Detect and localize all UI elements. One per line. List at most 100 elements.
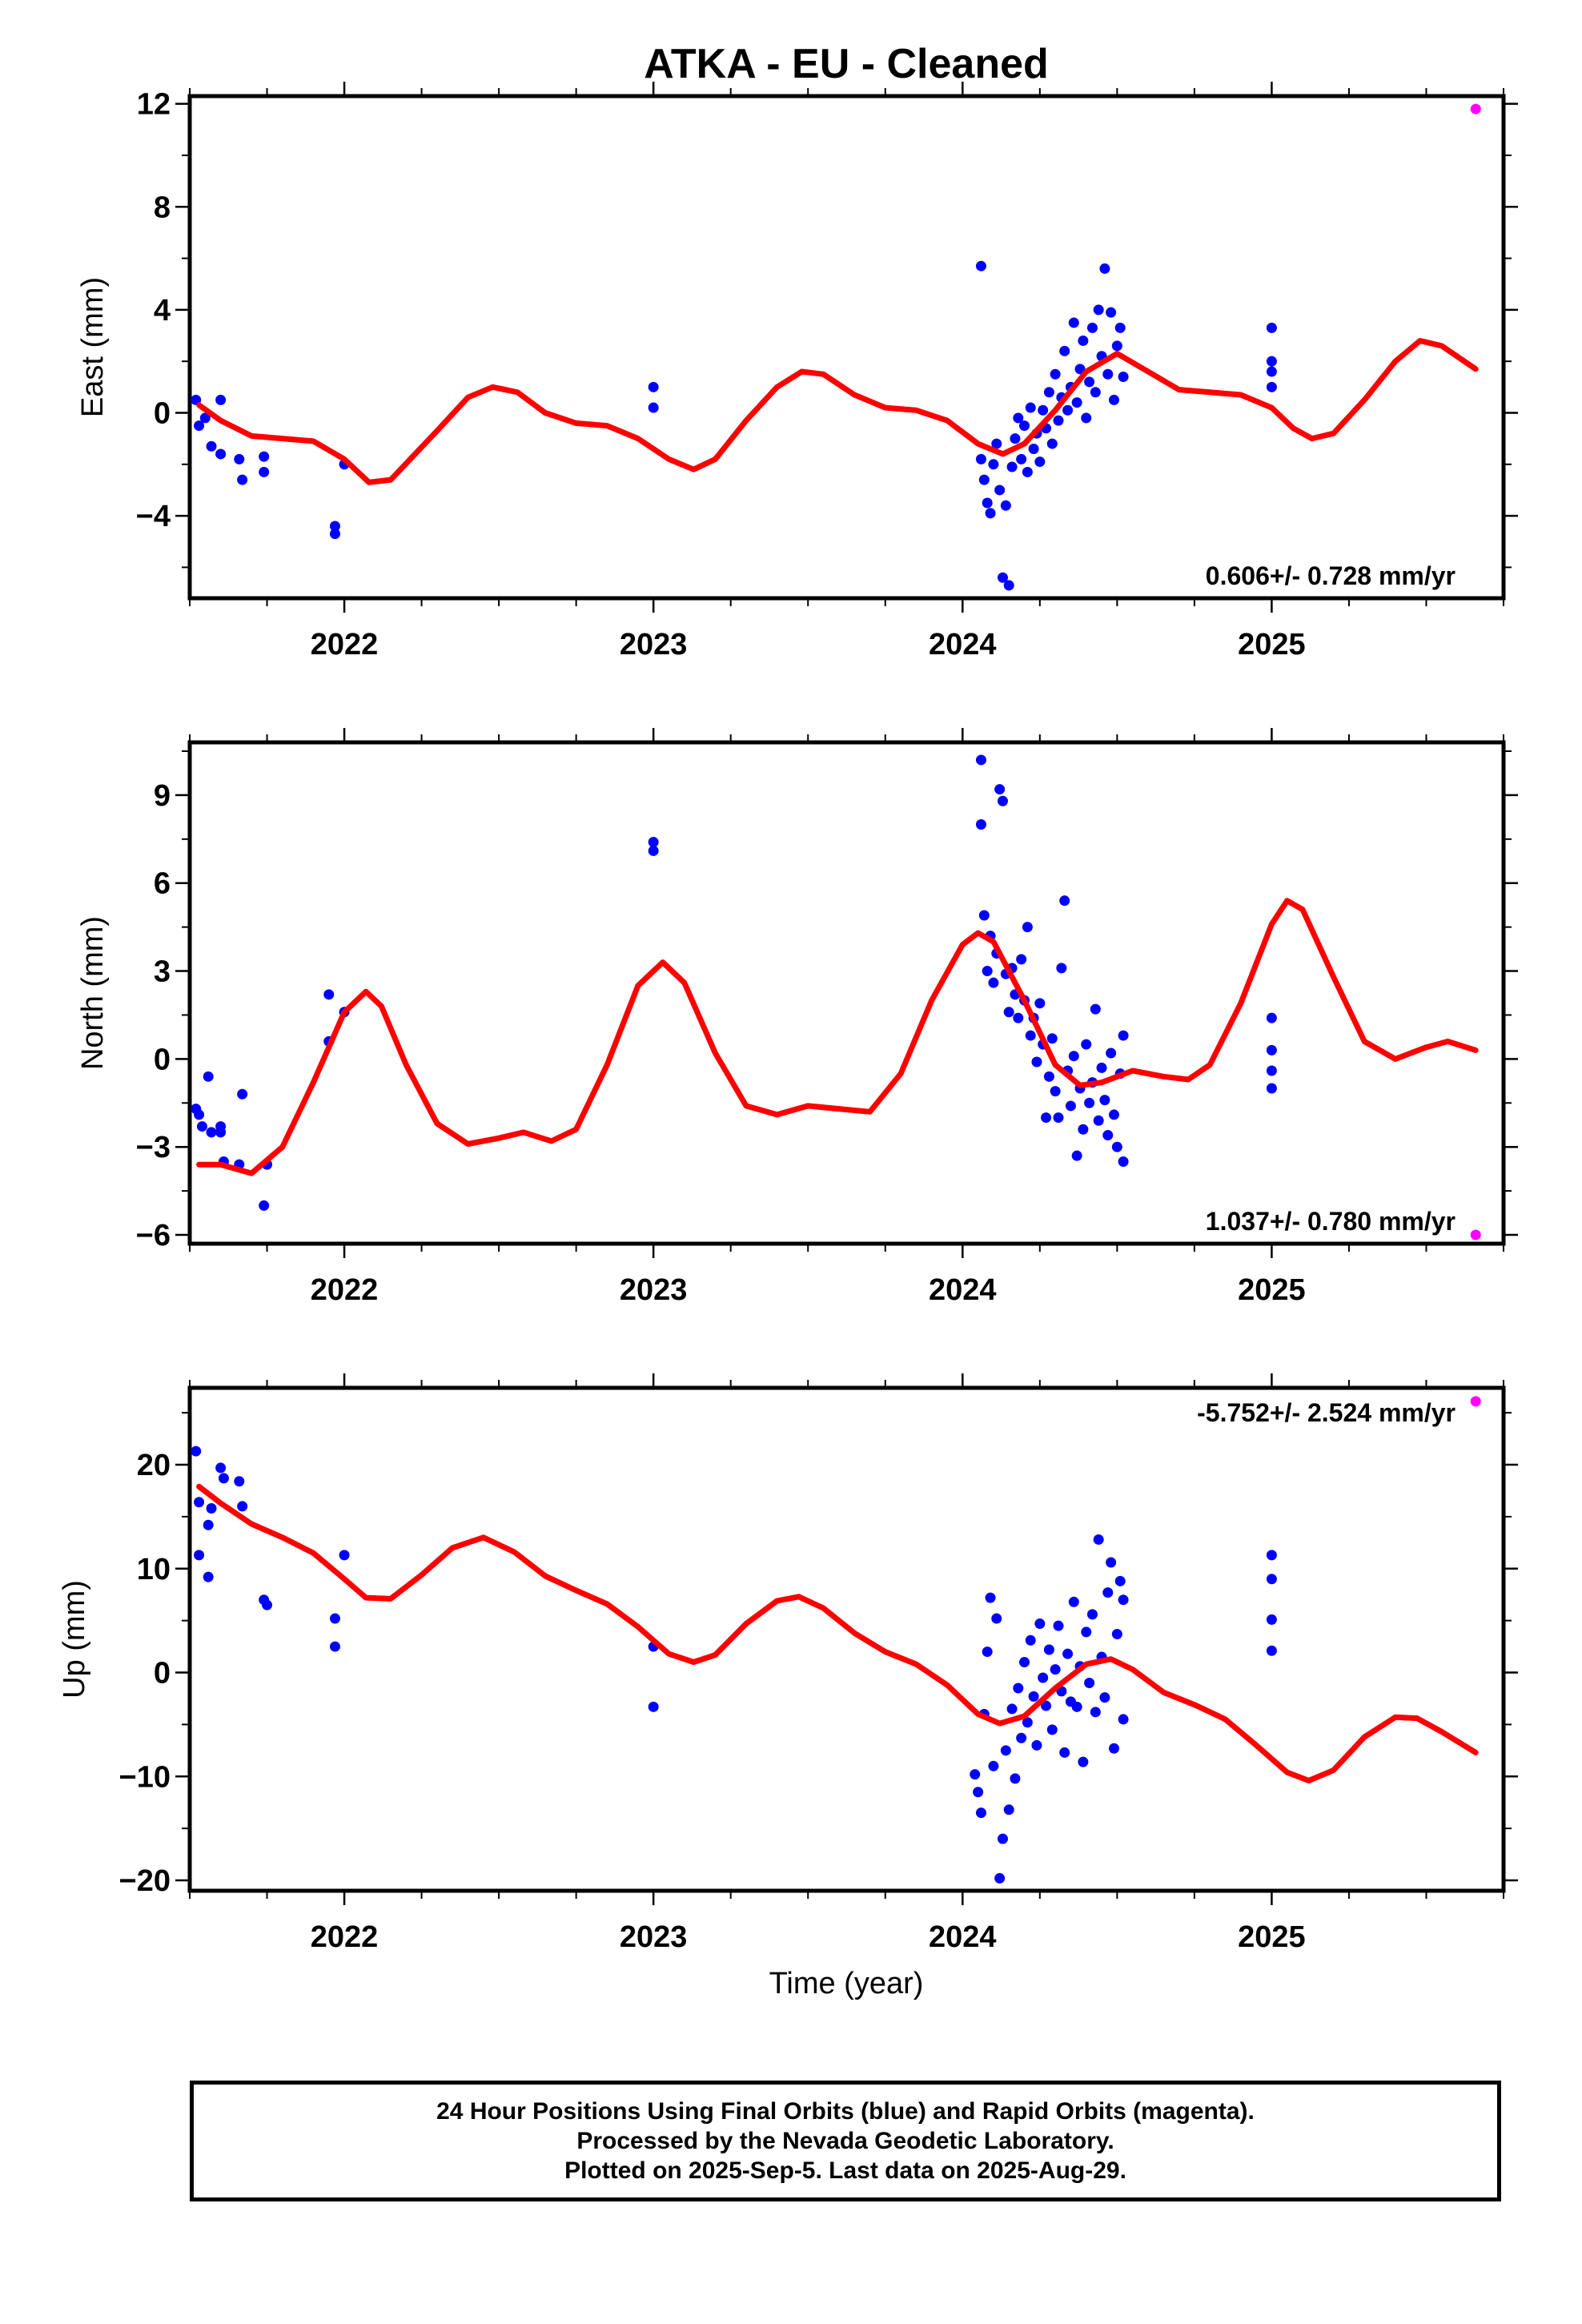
final-orbit-point xyxy=(1013,1012,1024,1023)
y-tick-label: 0 xyxy=(154,1043,171,1076)
model-curve xyxy=(196,338,1479,485)
final-orbit-point xyxy=(1065,1100,1076,1112)
final-orbit-point xyxy=(1266,1044,1277,1055)
final-orbit-point xyxy=(1081,1626,1092,1638)
final-orbit-point xyxy=(1096,1062,1107,1073)
final-orbit-point xyxy=(1062,404,1074,416)
final-orbit-point xyxy=(1046,1724,1058,1735)
final-orbit-point xyxy=(1093,1115,1104,1126)
chart-title: ATKA - EU - Cleaned xyxy=(644,41,1049,87)
final-orbit-point xyxy=(1106,1557,1117,1568)
model-curve xyxy=(196,898,1479,1176)
final-orbit-point xyxy=(234,1476,245,1487)
final-orbit-point xyxy=(648,845,659,856)
final-orbit-point xyxy=(1266,356,1277,367)
x-tick-label: 2024 xyxy=(929,1920,997,1954)
final-orbit-points xyxy=(191,1445,1277,1884)
final-orbit-points xyxy=(191,754,1277,1211)
y-tick-label: 9 xyxy=(154,779,171,813)
final-orbit-point xyxy=(1118,1030,1129,1041)
final-orbit-point xyxy=(991,1613,1002,1624)
y-tick-label: −4 xyxy=(136,500,171,533)
x-tick-label: 2022 xyxy=(311,1920,379,1954)
final-orbit-point xyxy=(218,1473,229,1484)
final-orbit-point xyxy=(1003,1804,1014,1815)
final-orbit-point xyxy=(1266,381,1277,392)
final-orbit-point xyxy=(1108,1743,1119,1754)
final-orbit-point xyxy=(1022,922,1033,933)
final-orbit-point xyxy=(1022,1717,1033,1728)
final-orbit-point xyxy=(1086,1609,1098,1620)
final-orbit-point xyxy=(1084,1677,1095,1688)
final-orbit-point xyxy=(1068,1596,1079,1607)
y-tick-label: −6 xyxy=(136,1219,171,1252)
final-orbit-point xyxy=(978,474,990,485)
final-orbit-point xyxy=(259,1200,270,1211)
model-curve xyxy=(196,1483,1479,1783)
rapid-orbit-point xyxy=(1470,1229,1481,1240)
final-orbit-point xyxy=(194,420,205,432)
final-orbit-point xyxy=(1106,307,1117,318)
final-orbit-point xyxy=(1111,340,1122,352)
panel-3: 2022 2023 2024 2025 −20 −10 0 10 20 Up (mm) -5.752… xyxy=(58,1373,1518,1954)
final-orbit-point xyxy=(975,1807,986,1819)
final-orbit-point xyxy=(215,1462,227,1474)
final-orbit-point xyxy=(1062,1648,1074,1659)
final-orbit-point xyxy=(196,1121,207,1132)
final-orbit-point xyxy=(1114,1575,1126,1586)
final-orbit-point xyxy=(1078,1756,1089,1767)
y-axis-label: East (mm) xyxy=(76,277,110,417)
final-orbit-point xyxy=(206,1127,217,1138)
final-orbit-point xyxy=(1059,1747,1070,1758)
final-orbit-point xyxy=(1019,1657,1030,1668)
final-orbit-point xyxy=(1034,1618,1046,1630)
final-orbit-point xyxy=(329,1641,340,1652)
final-orbit-point xyxy=(1013,1683,1024,1694)
final-orbit-point xyxy=(1099,1692,1110,1703)
final-orbit-point xyxy=(1090,1003,1101,1015)
final-orbit-point xyxy=(1031,1056,1042,1068)
final-orbit-point xyxy=(1071,1701,1082,1712)
final-orbit-point xyxy=(988,977,999,988)
final-orbit-point xyxy=(1084,376,1095,388)
y-tick-label: 20 xyxy=(137,1449,171,1482)
final-orbit-point xyxy=(648,381,659,392)
final-orbit-point xyxy=(1050,1086,1061,1097)
panel-1: 2022 2023 2024 2025 −4 0 4 8 12 East (mm) 0.606+/-… xyxy=(76,82,1518,661)
final-orbit-point xyxy=(1003,1007,1014,1018)
rate-label: 1.037+/- 0.780 mm/yr xyxy=(1206,1207,1456,1236)
final-orbit-point xyxy=(997,795,1008,806)
final-orbit-point xyxy=(648,1701,659,1712)
final-orbit-point xyxy=(323,989,335,1000)
final-orbit-point xyxy=(1068,1051,1079,1062)
final-orbit-point xyxy=(1010,1773,1021,1784)
final-orbit-point xyxy=(1016,1732,1027,1743)
final-orbit-point xyxy=(194,1109,205,1120)
final-orbit-point xyxy=(1016,954,1027,965)
x-tick-label: 2025 xyxy=(1238,1273,1306,1307)
final-orbit-point xyxy=(975,819,986,830)
final-orbit-point xyxy=(1056,963,1067,974)
final-orbit-point xyxy=(1053,415,1064,426)
final-orbit-point xyxy=(1266,1012,1277,1023)
final-orbit-point xyxy=(1034,998,1046,1009)
y-tick-label: −20 xyxy=(119,1864,171,1898)
rate-label: -5.752+/- 2.524 mm/yr xyxy=(1197,1398,1456,1427)
final-orbit-point xyxy=(1266,1083,1277,1094)
final-orbit-point xyxy=(1046,1033,1058,1044)
final-orbit-point xyxy=(1102,1130,1114,1141)
final-orbit-point xyxy=(1078,335,1089,346)
final-orbit-point xyxy=(1071,1150,1082,1161)
final-orbit-point xyxy=(1025,1634,1036,1646)
final-orbit-point xyxy=(215,448,227,460)
y-tick-label: 0 xyxy=(154,396,171,430)
final-orbit-point xyxy=(1102,368,1114,380)
final-orbit-point xyxy=(997,1833,1008,1844)
footer-line-3: Plotted on 2025-Sep-5. Last data on 2025… xyxy=(564,2157,1126,2184)
final-orbit-point xyxy=(1108,1109,1119,1120)
final-orbit-point xyxy=(1266,1614,1277,1625)
final-orbit-points xyxy=(191,260,1277,591)
final-orbit-point xyxy=(339,1550,350,1561)
final-orbit-point xyxy=(1025,1030,1036,1041)
final-orbit-point xyxy=(1028,1691,1039,1702)
